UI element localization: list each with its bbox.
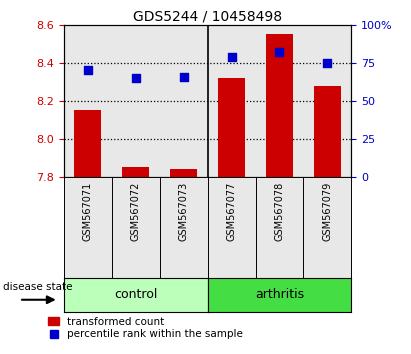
- Text: GSM567077: GSM567077: [226, 182, 236, 241]
- Text: control: control: [114, 288, 157, 301]
- Point: [132, 75, 139, 81]
- Text: GSM567071: GSM567071: [83, 182, 92, 241]
- Legend: transformed count, percentile rank within the sample: transformed count, percentile rank withi…: [48, 317, 243, 339]
- Bar: [266, 34, 293, 177]
- Text: GSM567073: GSM567073: [179, 182, 189, 241]
- Point: [324, 60, 331, 66]
- Text: disease state: disease state: [3, 282, 73, 292]
- Text: GSM567072: GSM567072: [131, 182, 141, 241]
- Point: [228, 54, 235, 59]
- Bar: [74, 110, 101, 177]
- Text: arthritis: arthritis: [255, 288, 304, 301]
- Point: [180, 74, 187, 79]
- Text: GSM567079: GSM567079: [323, 182, 332, 241]
- Bar: [171, 169, 197, 177]
- Bar: [122, 166, 149, 177]
- Point: [84, 68, 91, 73]
- Point: [276, 49, 283, 55]
- Text: GSM567078: GSM567078: [275, 182, 284, 241]
- Bar: [218, 78, 245, 177]
- Bar: [314, 86, 341, 177]
- Title: GDS5244 / 10458498: GDS5244 / 10458498: [133, 10, 282, 24]
